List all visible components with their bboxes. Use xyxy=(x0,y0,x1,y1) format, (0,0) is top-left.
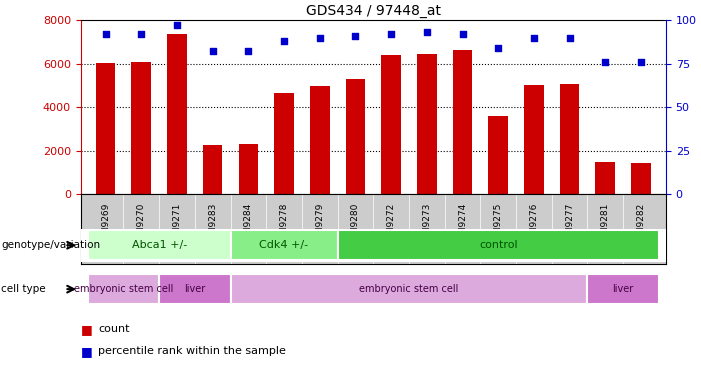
Bar xyxy=(587,274,659,304)
Text: GSM9278: GSM9278 xyxy=(280,202,289,246)
Text: GSM9279: GSM9279 xyxy=(315,202,325,246)
Point xyxy=(100,31,111,37)
Text: GSM9282: GSM9282 xyxy=(637,202,646,246)
Bar xyxy=(346,79,365,194)
Text: GSM9271: GSM9271 xyxy=(172,202,182,246)
Bar xyxy=(631,163,651,194)
Point xyxy=(314,34,325,40)
Bar xyxy=(132,62,151,194)
Point xyxy=(207,48,218,54)
Bar xyxy=(595,162,615,194)
Bar xyxy=(310,86,329,194)
Text: GSM9269: GSM9269 xyxy=(101,202,110,246)
Point xyxy=(493,45,504,51)
Text: embryonic stem cell: embryonic stem cell xyxy=(360,284,458,294)
Text: count: count xyxy=(98,324,130,335)
Point xyxy=(564,34,576,40)
Point xyxy=(457,31,468,37)
Bar xyxy=(238,144,258,194)
Text: cell type: cell type xyxy=(1,284,46,294)
Text: liver: liver xyxy=(613,284,634,294)
Bar xyxy=(560,84,580,194)
Text: control: control xyxy=(479,240,517,250)
Bar xyxy=(231,231,338,260)
Text: GSM9270: GSM9270 xyxy=(137,202,146,246)
Point xyxy=(529,34,540,40)
Text: percentile rank within the sample: percentile rank within the sample xyxy=(98,346,286,356)
Bar xyxy=(203,145,222,194)
Text: ■: ■ xyxy=(81,345,93,358)
Text: Cdk4 +/-: Cdk4 +/- xyxy=(259,240,308,250)
Point xyxy=(350,33,361,39)
Text: genotype/variation: genotype/variation xyxy=(1,240,100,250)
Bar xyxy=(417,54,437,194)
Text: liver: liver xyxy=(184,284,205,294)
Text: ■: ■ xyxy=(81,323,93,336)
Text: GSM9275: GSM9275 xyxy=(494,202,503,246)
Text: GSM9276: GSM9276 xyxy=(529,202,538,246)
Point xyxy=(635,59,646,65)
Bar xyxy=(88,274,159,304)
Point xyxy=(171,22,182,28)
Text: GSM9284: GSM9284 xyxy=(244,202,253,246)
Point xyxy=(386,31,397,37)
Bar xyxy=(338,231,659,260)
Point xyxy=(421,29,433,35)
Bar xyxy=(167,34,186,194)
Title: GDS434 / 97448_at: GDS434 / 97448_at xyxy=(306,4,441,18)
Text: GSM9277: GSM9277 xyxy=(565,202,574,246)
Bar xyxy=(524,85,544,194)
Text: GSM9274: GSM9274 xyxy=(458,202,467,246)
Text: GSM9273: GSM9273 xyxy=(422,202,431,246)
Text: GSM9283: GSM9283 xyxy=(208,202,217,246)
Bar xyxy=(159,274,231,304)
Point xyxy=(136,31,147,37)
Bar xyxy=(231,274,587,304)
Text: GSM9272: GSM9272 xyxy=(387,202,395,246)
Bar xyxy=(88,231,231,260)
Bar xyxy=(96,63,116,194)
Bar xyxy=(453,50,472,194)
Point xyxy=(278,38,290,44)
Bar xyxy=(489,116,508,194)
Bar xyxy=(381,55,401,194)
Text: Abca1 +/-: Abca1 +/- xyxy=(132,240,186,250)
Bar xyxy=(274,93,294,194)
Text: embryonic stem cell: embryonic stem cell xyxy=(74,284,173,294)
Point xyxy=(599,59,611,65)
Point xyxy=(243,48,254,54)
Text: GSM9280: GSM9280 xyxy=(351,202,360,246)
Text: GSM9281: GSM9281 xyxy=(601,202,610,246)
